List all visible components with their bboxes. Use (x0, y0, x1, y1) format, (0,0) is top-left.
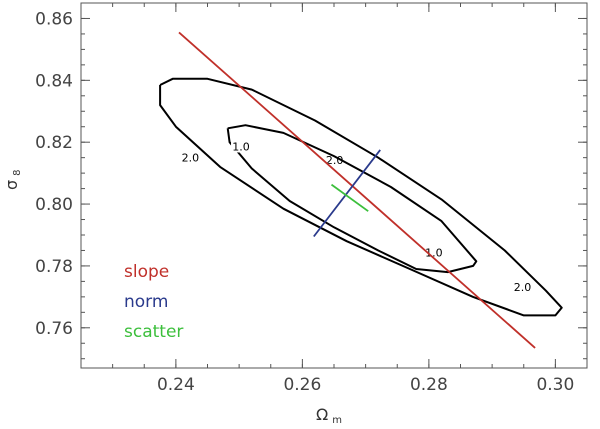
series-line-slope (178, 31, 536, 349)
legend-label-slope: slope (124, 262, 169, 282)
legend-label-norm: norm (124, 292, 168, 312)
y-axis-symbol: σ (2, 180, 21, 190)
constraint-lines (178, 31, 536, 349)
x-axis-symbol: Ω (316, 405, 328, 424)
contour-label: 2.0 (326, 154, 344, 167)
contour-label: 2.0 (182, 151, 200, 164)
contour-label-bg (512, 279, 533, 293)
series-line-norm (313, 149, 381, 238)
x-axis-subscript: m (332, 415, 342, 426)
contour-2-0 (159, 77, 563, 317)
y-axis-title: σ8 (2, 169, 23, 190)
contour-label: 1.0 (232, 140, 250, 153)
contour-label-bg (180, 150, 201, 164)
x-tick-label: 0.24 (157, 375, 195, 395)
y-tick-label: 0.80 (35, 195, 73, 215)
contour-label: 2.0 (514, 281, 532, 294)
x-tick-label: 0.26 (283, 375, 321, 395)
x-tick-label: 0.30 (536, 375, 574, 395)
y-tick-label: 0.84 (35, 71, 73, 91)
x-tick-label: 0.28 (410, 375, 448, 395)
contour-label-bg (324, 153, 345, 167)
contour-label: 1.0 (425, 247, 443, 260)
axis-ticks: 0.24 0.26 0.28 0.30 0.76 0.78 0.80 0.82 0.84 0.86 (35, 3, 587, 395)
legend-label-scatter: scatter (124, 322, 183, 342)
y-tick-label: 0.76 (35, 319, 73, 339)
contour-1-0 (226, 124, 478, 274)
y-tick-label: 0.78 (35, 257, 73, 277)
y-tick-label: 0.86 (35, 9, 73, 29)
series-line-scatter (330, 183, 369, 212)
contour-label-bg (231, 139, 252, 153)
contour-layer: 2.0 2.0 2.0 1.0 1.0 (159, 77, 563, 317)
y-axis-subscript: 8 (12, 169, 23, 175)
legend: slope norm scatter (124, 262, 183, 342)
y-tick-label: 0.82 (35, 133, 73, 153)
contour-label-bg (423, 245, 444, 259)
